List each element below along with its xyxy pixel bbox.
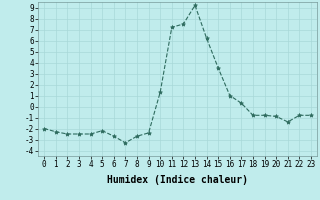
X-axis label: Humidex (Indice chaleur): Humidex (Indice chaleur) [107,175,248,185]
